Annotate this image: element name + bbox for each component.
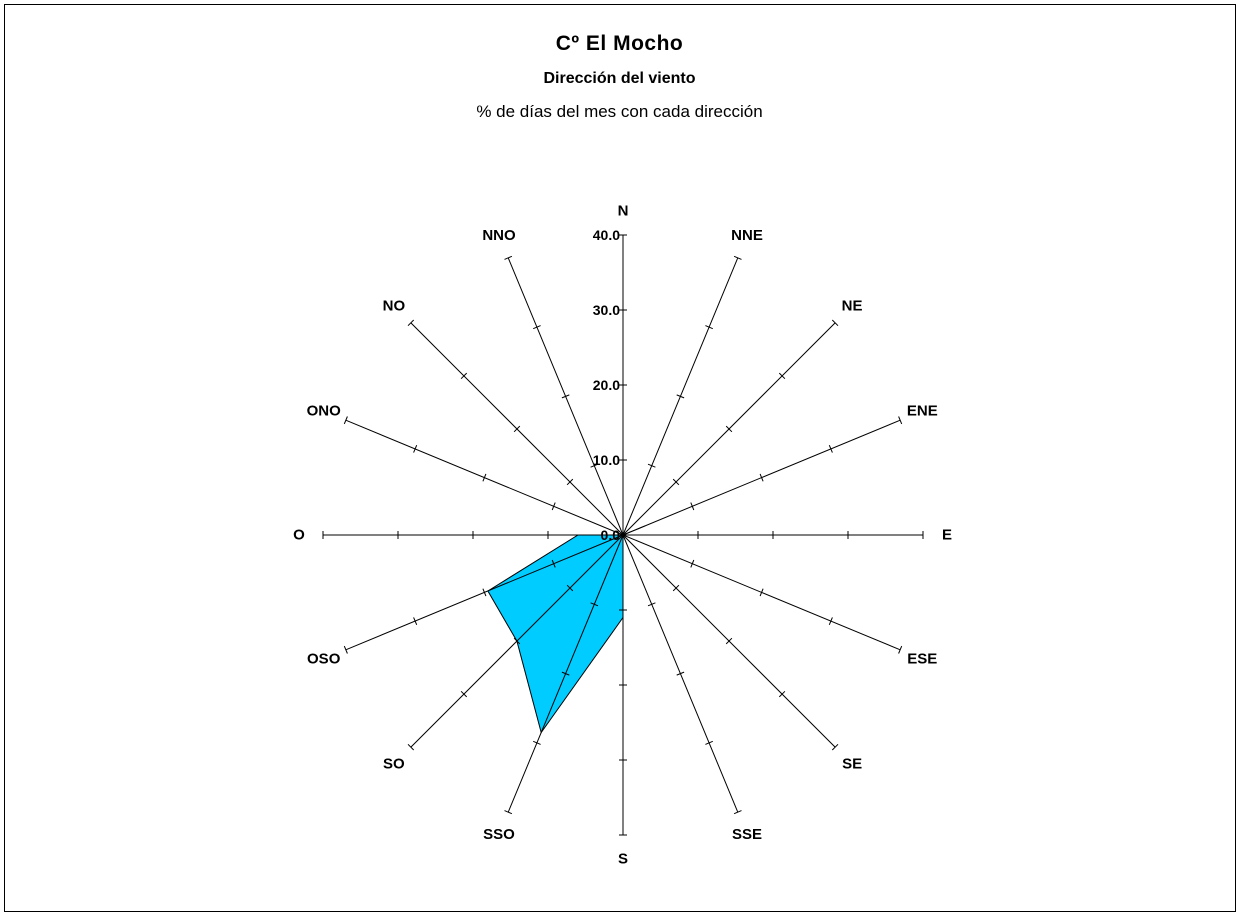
axis-tick-sso-2 <box>561 671 570 676</box>
direction-label-sso: SSO <box>483 826 515 843</box>
axis-tick-ene-2 <box>759 473 764 482</box>
axis-tick-se-3 <box>778 690 786 698</box>
chart-frame <box>4 4 1236 912</box>
radial-tick-label-1: 10.0 <box>593 452 620 468</box>
axis-tick-ene-3 <box>828 445 833 453</box>
axis-tick-nne-1 <box>647 463 656 468</box>
radial-tick-label-4: 40.0 <box>593 227 620 243</box>
axis-tick-nne-2 <box>676 394 685 399</box>
axis-tick-ese-4 <box>898 645 903 654</box>
axis-tick-no-1 <box>566 478 574 486</box>
axis-tick-ese-1 <box>690 559 695 568</box>
axis-tick-ese-2 <box>759 588 764 597</box>
axis-tick-sse-2 <box>676 671 685 676</box>
axis-tick-nno-1 <box>590 463 599 468</box>
axis-tick-sse-4 <box>733 810 742 815</box>
chart-subtitle: Dirección del viento <box>543 70 696 87</box>
axis-tick-ono-2 <box>482 473 487 482</box>
axis-tick-se-1 <box>672 584 680 592</box>
data-series-area <box>487 525 646 734</box>
chart-note: % de días del mes con cada dirección <box>476 102 763 121</box>
direction-label-nne: NNE <box>731 227 763 244</box>
axis-tick-ne-3 <box>778 372 786 380</box>
axis-tick-ono-4 <box>343 416 348 425</box>
axis-tick-no-4 <box>407 319 415 327</box>
direction-label-sse: SSE <box>732 826 762 843</box>
direction-label-ne: NE <box>842 297 863 314</box>
direction-label-oso: OSO <box>307 651 341 668</box>
axis-tick-oso-4 <box>343 645 348 654</box>
radial-tick-label-2: 20.0 <box>593 377 620 393</box>
axis-tick-sse-1 <box>647 602 656 607</box>
direction-label-ono: ONO <box>307 403 342 420</box>
direction-label-nno: NNO <box>482 227 516 244</box>
axis-tick-ne-1 <box>672 478 680 486</box>
axis-tick-sse-3 <box>705 740 713 745</box>
direction-label-ene: ENE <box>907 403 938 420</box>
axis-tick-nno-3 <box>533 325 541 330</box>
axis-tick-sso-1 <box>590 602 599 607</box>
axis-tick-ne-2 <box>725 425 733 433</box>
radial-tick-label-0: 0.0 <box>601 527 621 543</box>
axis-tick-ene-4 <box>898 416 903 425</box>
direction-label-s: S <box>618 851 628 868</box>
axis-tick-nne-4 <box>733 255 742 260</box>
axis-tick-so-2 <box>513 637 521 645</box>
axis-tick-ne-4 <box>831 319 839 327</box>
radial-tick-label-3: 30.0 <box>593 302 620 318</box>
axis-tick-so-1 <box>566 584 574 592</box>
axis-tick-sso-3 <box>533 740 541 745</box>
axis-tick-se-4 <box>831 743 839 751</box>
axis-tick-nne-3 <box>705 325 713 330</box>
direction-label-n: N <box>618 203 629 220</box>
direction-label-se: SE <box>842 756 862 773</box>
direction-label-o: O <box>293 527 305 544</box>
direction-label-ese: ESE <box>907 651 937 668</box>
axis-tick-ese-3 <box>828 617 833 625</box>
axis-tick-oso-2 <box>482 588 487 597</box>
axis-tick-nno-2 <box>561 394 570 399</box>
axis-tick-so-3 <box>460 690 468 698</box>
direction-label-e: E <box>942 527 952 544</box>
axis-tick-nno-4 <box>504 255 513 260</box>
axis-tick-ono-1 <box>551 502 556 511</box>
axis-tick-sso-4 <box>504 810 513 815</box>
axis-tick-ene-1 <box>690 502 695 511</box>
axis-tick-ono-3 <box>413 445 418 453</box>
axis-tick-no-3 <box>460 372 468 380</box>
direction-label-so: SO <box>383 756 405 773</box>
chart-title: Cº El Mocho <box>555 32 684 55</box>
axis-tick-so-4 <box>407 743 415 751</box>
axis-tick-no-2 <box>513 425 521 433</box>
direction-label-no: NO <box>383 297 406 314</box>
axis-tick-se-2 <box>725 637 733 645</box>
axis-tick-oso-3 <box>413 617 418 625</box>
axis-tick-oso-1 <box>551 559 556 568</box>
